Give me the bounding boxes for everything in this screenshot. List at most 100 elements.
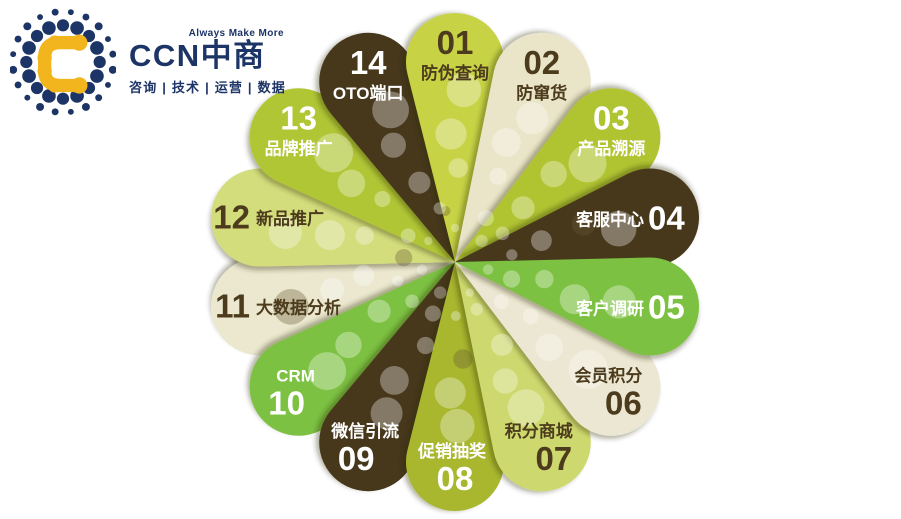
petal-label: 防窜货 [516, 83, 567, 103]
petal-label: 会员积分 [574, 366, 642, 386]
petal-number: 03 [593, 99, 630, 136]
dot [416, 336, 435, 355]
dot [433, 202, 446, 215]
dot [448, 158, 469, 178]
dot [320, 278, 345, 302]
logo-c-blob [71, 77, 88, 94]
dot [540, 160, 567, 188]
dot [503, 270, 521, 288]
dot [435, 118, 467, 150]
petal-number: 05 [648, 289, 685, 326]
dot [405, 294, 419, 309]
dot [440, 206, 451, 216]
logo-dot [22, 69, 36, 83]
logo-c-blob [47, 35, 62, 50]
logo: Always Make More CCN中商 咨询 | 技术 | 运营 | 数据 [10, 8, 286, 116]
dot [408, 171, 431, 194]
petal-label: 防伪查询 [421, 63, 489, 83]
dot [600, 210, 637, 247]
dot [380, 366, 409, 395]
dot [380, 132, 406, 158]
logo-dot [56, 19, 70, 32]
logo-dot [42, 89, 56, 103]
petal-number: 08 [437, 460, 474, 497]
dot [492, 127, 521, 157]
dot [470, 303, 483, 316]
petal-shape-05 [455, 257, 700, 356]
logo-dot [36, 102, 45, 111]
petal-number: 01 [437, 24, 474, 61]
logo-c-blob [71, 34, 88, 51]
dot [416, 264, 428, 275]
petal-shape-07 [455, 262, 591, 492]
dot [568, 349, 608, 389]
logo-dot [109, 50, 116, 58]
dot [374, 191, 391, 207]
logo-dot [70, 21, 84, 35]
logo-dot [37, 14, 44, 21]
dot [489, 167, 507, 185]
petal-number: 11 [215, 288, 250, 325]
logo-dot [14, 81, 22, 89]
dot [516, 102, 549, 135]
logo-dot [30, 29, 44, 43]
dot [475, 234, 488, 247]
logo-dot [10, 51, 17, 58]
logo-dot [104, 36, 111, 43]
logo-yellow-c-icon [37, 34, 88, 94]
logo-brand: CCN中商 [129, 38, 266, 74]
logo-dot [67, 9, 74, 16]
petal-shape-09 [319, 262, 455, 492]
logo-dot [10, 65, 18, 74]
dot [392, 275, 404, 287]
logo-dot [82, 13, 90, 21]
dot [308, 352, 347, 391]
dot [492, 368, 518, 394]
logo-dot [90, 69, 104, 83]
dot [314, 220, 345, 251]
petal-label: 新品推广 [256, 209, 324, 229]
logo-dot [95, 94, 103, 102]
petal-shape-06 [455, 262, 661, 436]
dot [491, 333, 513, 356]
dot [507, 389, 545, 426]
dot [335, 331, 362, 359]
dot [495, 226, 510, 241]
dot [370, 397, 403, 430]
petal-number: 09 [338, 440, 375, 477]
logo-dot [51, 108, 59, 116]
petal-04-text: 客服中心 04 [575, 200, 685, 237]
dot [337, 169, 366, 198]
dot [511, 196, 535, 220]
petal-shape-01 [405, 12, 504, 263]
petal-shape-10 [249, 262, 455, 436]
dot [506, 249, 518, 261]
dot [493, 294, 509, 310]
petal-shape-02 [455, 32, 591, 262]
logo-dot [90, 41, 104, 55]
dot [367, 299, 391, 323]
dot [424, 236, 433, 245]
petal-label: 大数据分析 [256, 298, 341, 318]
petal-label: 客户调研 [575, 299, 644, 319]
logo-tagline-bottom: 咨询 | 技术 | 运营 | 数据 [129, 79, 286, 95]
petal-number: 10 [268, 385, 305, 422]
petal-05-text: 客户调研 05 [575, 289, 685, 326]
dot [522, 308, 539, 325]
logo-dot [56, 92, 70, 105]
petal-number: 14 [350, 44, 387, 81]
petal-label: CRM [276, 367, 315, 386]
logo-c-blob [37, 64, 52, 79]
logo-dot [42, 21, 56, 35]
